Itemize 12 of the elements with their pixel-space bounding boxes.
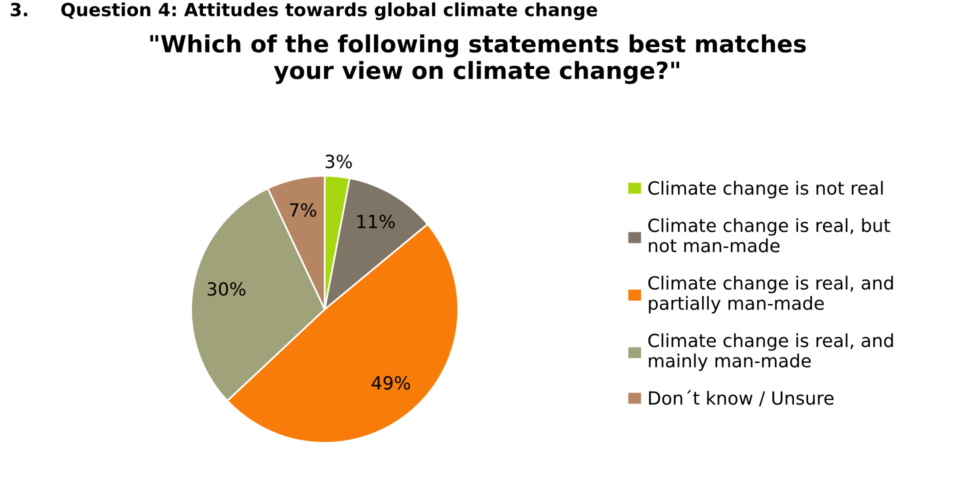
legend-label: Climate change is real, and partially man-made xyxy=(648,276,893,314)
data-label: 3% xyxy=(326,154,352,168)
legend-label: Climate change is not real xyxy=(648,180,883,198)
legend-label: Climate change is real, and mainly man-made xyxy=(648,333,893,371)
data-label: 49% xyxy=(372,376,410,390)
data-label: 7% xyxy=(290,203,316,217)
chart-title: "Which of the following statements best matches your view on climate change?" xyxy=(150,34,806,84)
legend-label: Don´t know / Unsure xyxy=(649,390,834,406)
legend-label: Climate change is real, but not man-made xyxy=(648,218,890,252)
data-label: 11% xyxy=(358,214,395,228)
data-label: 30% xyxy=(208,282,246,296)
text: 3. Question 4: Attitudes towards global climate change xyxy=(10,2,598,20)
